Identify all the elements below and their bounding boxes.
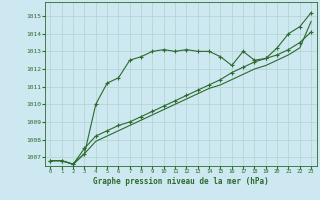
X-axis label: Graphe pression niveau de la mer (hPa): Graphe pression niveau de la mer (hPa) bbox=[93, 177, 269, 186]
